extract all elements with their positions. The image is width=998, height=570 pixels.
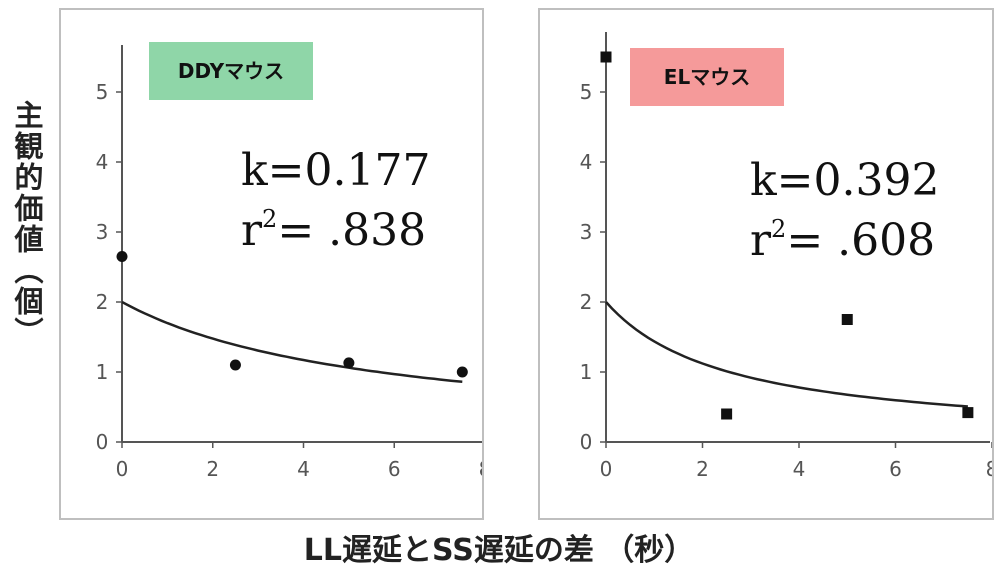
x-tick-label: 8	[986, 457, 992, 481]
data-point	[721, 408, 733, 420]
x-tick-label: 4	[297, 457, 310, 481]
x-tick-label: 6	[889, 457, 902, 481]
r2-annotation: r2= .608	[750, 215, 935, 266]
data-point	[456, 366, 468, 378]
x-tick-label: 4	[793, 457, 806, 481]
x-axis-label: LL遅延とSS遅延の差 （秒）	[303, 533, 695, 568]
fit-curve	[121, 300, 463, 384]
r2-annotation: r2= .838	[241, 205, 426, 256]
title-badge	[630, 48, 784, 106]
x-tick-label: 8	[479, 457, 482, 481]
y-axis-label: 主観的価値（個）	[10, 100, 44, 348]
chart-panel-ddy: 0 1 2 3 4 5 0 2 4 6 8 DDYマウス k=0.177 r2= .838	[59, 8, 491, 520]
y-tick-label: 3	[96, 220, 109, 244]
chart-el: 0 1 2 3 4 5 0 2 4 6 8 ELマウス k=0.392 r2= .608	[580, 32, 998, 481]
chart-title: DDYマウス	[178, 59, 284, 83]
x-tick-label: 6	[388, 457, 401, 481]
y-tick-label: 1	[580, 360, 593, 384]
data-point	[116, 251, 128, 262]
chart-title: ELマウス	[664, 65, 750, 89]
x-tick-label: 0	[600, 457, 613, 481]
k-annotation: k=0.392	[750, 155, 940, 206]
title-badge	[149, 42, 313, 100]
y-tick-label: 0	[580, 430, 593, 454]
y-tick-label: 1	[96, 360, 109, 384]
data-point	[600, 51, 612, 63]
y-tick-label: 4	[580, 150, 593, 174]
y-tick-label: 4	[96, 150, 109, 174]
data-point	[962, 407, 974, 419]
k-annotation: k=0.177	[241, 145, 431, 196]
chart-ddy: 0 1 2 3 4 5 0 2 4 6 8 DDYマウス k=0.177 r2= .838	[96, 42, 491, 481]
x-tick-label: 2	[696, 457, 709, 481]
x-tick-label: 2	[206, 457, 219, 481]
fit-curve	[605, 301, 969, 408]
y-tick-label: 2	[580, 290, 593, 314]
y-tick-label: 5	[96, 80, 109, 104]
y-tick-label: 0	[96, 430, 109, 454]
data-point	[229, 359, 241, 371]
y-tick-label: 2	[96, 290, 109, 314]
data-point	[841, 314, 853, 325]
chart-panel-el: 0 1 2 3 4 5 0 2 4 6 8 ELマウス k=0.392 r2= .608	[538, 8, 998, 520]
data-point	[343, 357, 355, 369]
y-tick-label: 3	[580, 220, 593, 244]
y-tick-label: 5	[580, 80, 593, 104]
x-tick-label: 0	[116, 457, 129, 481]
